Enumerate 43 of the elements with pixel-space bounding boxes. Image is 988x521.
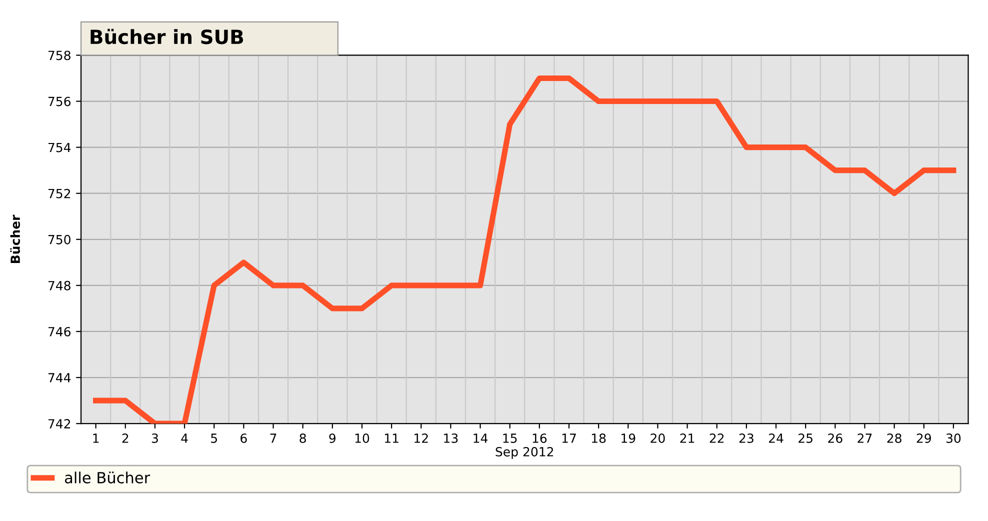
x-tick-label: 1 — [93, 434, 99, 443]
chart-title: Bücher in SUB — [90, 28, 244, 44]
y-tick-label: 744 — [48, 373, 71, 382]
x-tick-label: 28 — [887, 434, 902, 443]
x-tick-label: 29 — [916, 434, 931, 443]
x-tick-label: 16 — [532, 434, 547, 443]
y-tick-label: 752 — [48, 188, 70, 198]
y-tick-label: 758 — [48, 50, 70, 60]
x-tick-label: 3 — [152, 434, 158, 443]
y-tick-label: 756 — [48, 96, 71, 106]
x-tick-label: 14 — [474, 434, 488, 443]
x-tick-label: 9 — [329, 434, 336, 443]
x-tick-label: 10 — [355, 434, 370, 443]
x-tick-label: 19 — [622, 434, 636, 443]
x-tick-label: 8 — [300, 434, 306, 443]
x-tick-label: 22 — [710, 434, 724, 443]
x-tick-label: 24 — [768, 434, 784, 443]
x-tick-label: 27 — [858, 434, 872, 443]
x-tick-label: 2 — [122, 434, 128, 443]
x-tick-label: 15 — [503, 434, 517, 443]
x-tick-label: 20 — [650, 434, 665, 443]
x-tick-label: 30 — [946, 434, 961, 443]
x-tick-label: 12 — [414, 434, 428, 443]
x-tick-label: 18 — [592, 434, 606, 443]
x-tick-label: 21 — [680, 434, 694, 443]
x-tick-label: 13 — [444, 434, 458, 443]
x-tick-label: 7 — [270, 434, 276, 443]
x-tick-label: 17 — [562, 434, 576, 443]
y-tick-label: 750 — [48, 234, 70, 244]
x-tick-label: 6 — [240, 434, 247, 443]
legend-label: alle Bücher — [64, 472, 150, 484]
x-tick-label: 25 — [798, 434, 812, 443]
x-tick-label: 4 — [181, 434, 188, 443]
x-tick-label: 11 — [384, 434, 398, 443]
x-tick-label: 23 — [739, 434, 754, 443]
x-axis-title: Sep 2012 — [496, 447, 554, 459]
y-tick-label: 746 — [48, 326, 71, 336]
x-tick-label: 5 — [211, 434, 217, 443]
y-axis-title: Bücher — [10, 214, 20, 263]
y-tick-label: 742 — [48, 419, 70, 428]
x-tick-label: 26 — [828, 434, 842, 443]
y-tick-label: 748 — [48, 280, 70, 290]
y-tick-label: 754 — [48, 142, 71, 152]
